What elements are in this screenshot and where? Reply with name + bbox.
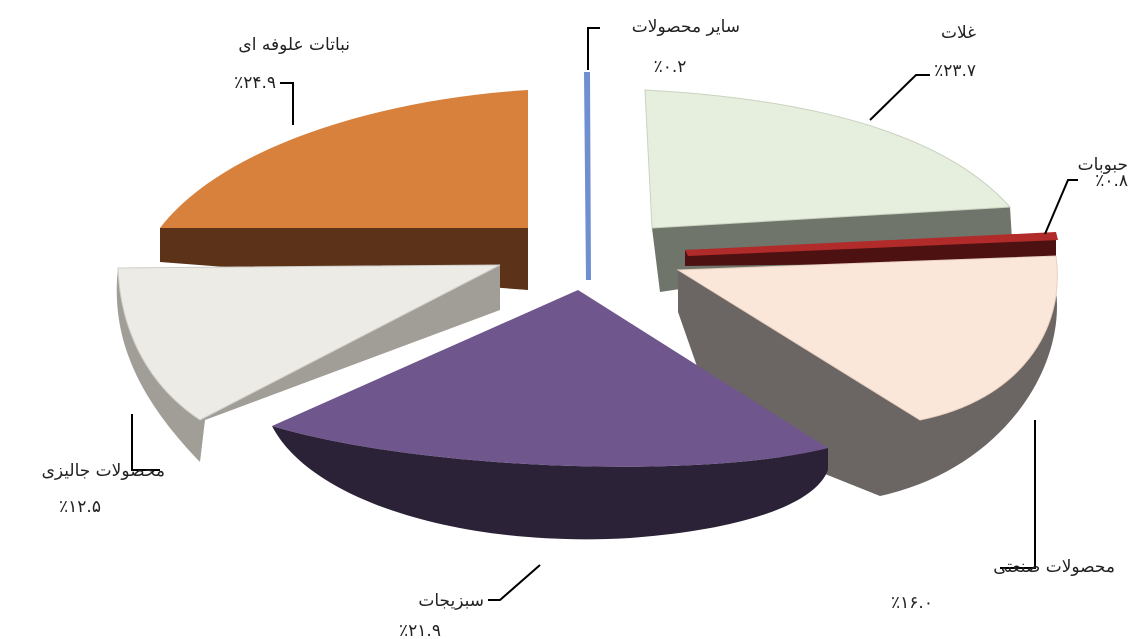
leader-ghallat [869, 74, 930, 121]
leader-nabatat [280, 82, 294, 125]
label-sabzijat: سبزیجات [418, 591, 484, 611]
slice-top-sayer [584, 72, 591, 280]
label-jalizi: محصولات جالیزی [42, 461, 165, 481]
value-sayer: ٪۰.۲ [654, 57, 687, 77]
slice-top-hoboobat [685, 232, 1058, 256]
slice-top-jalizi [117, 264, 501, 421]
leader-sabzijat [488, 564, 541, 601]
slice-top-sabzijat [272, 290, 828, 467]
label-nabatat: نباتات علوفه ای [238, 35, 350, 55]
leader-lines [131, 27, 1078, 601]
slice-labels: غلات ٪۲۳.۷ حبوبات ٪۰.۸ محصولات صنعتی ٪۱۶… [42, 17, 1128, 639]
label-hoboobat: حبوبات [1078, 155, 1128, 175]
value-hoboobat: ٪۰.۸ [1095, 171, 1128, 191]
value-sanati: ٪۱۶.۰ [891, 593, 933, 613]
value-sabzijat: ٪۲۱.۹ [399, 621, 441, 639]
slice-top-sanati [676, 255, 1058, 421]
leader-sayer [587, 27, 600, 70]
leader-jalizi [131, 414, 160, 471]
value-jalizi: ٪۱۲.۵ [59, 497, 101, 517]
label-ghallat: غلات [941, 23, 976, 43]
slice-top-ghallat [644, 89, 1012, 229]
slice-side-sabzijat [272, 426, 828, 540]
leader-hoboobat [1044, 179, 1078, 235]
label-sanati: محصولات صنعتی [993, 557, 1115, 577]
slice-top-nabatat [160, 90, 528, 228]
slice-tops [117, 72, 1058, 467]
label-sayer: سایر محصولات [632, 17, 740, 37]
value-nabatat: ٪۲۴.۹ [234, 73, 276, 93]
value-ghallat: ٪۲۳.۷ [934, 61, 976, 81]
leader-sanati [1000, 420, 1036, 569]
